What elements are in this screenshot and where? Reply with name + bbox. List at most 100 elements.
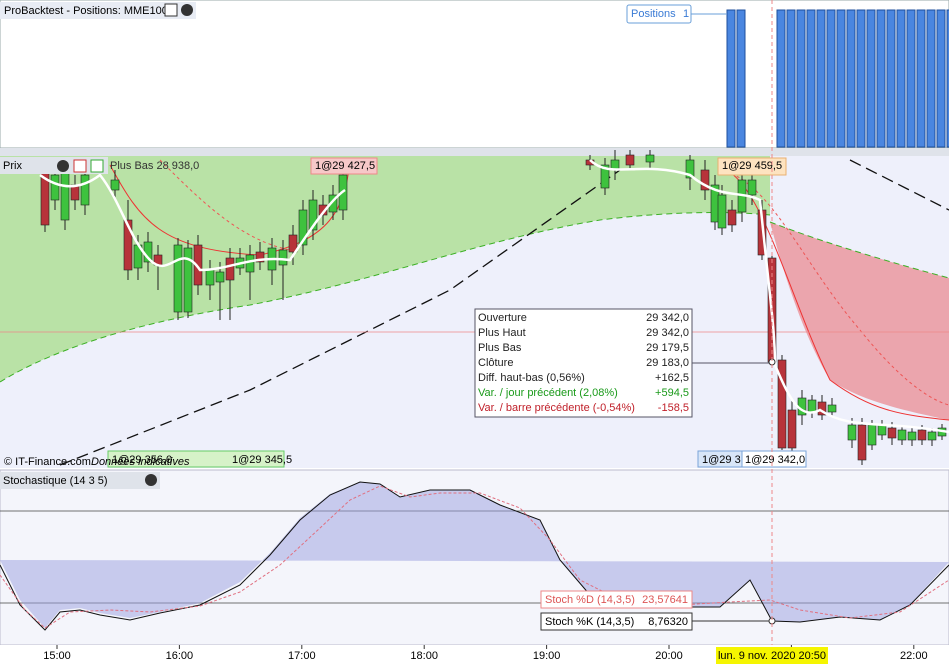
green-line [0, 212, 771, 383]
candle-body [847, 424, 857, 441]
panel-title: Prix [3, 160, 22, 172]
position-bar [876, 9, 886, 148]
time-label: 19:00 [533, 650, 561, 662]
button[interactable] [73, 159, 87, 173]
candle-body [917, 429, 927, 441]
candle-body [887, 427, 897, 439]
order-box [717, 157, 787, 176]
candle-body [193, 244, 203, 286]
smooth-line [39, 159, 949, 434]
stoch-k-label: Stoch %K (14,3,5) [545, 616, 634, 628]
info-value: 29 342,0 [646, 312, 689, 324]
candle-body [60, 169, 70, 221]
candle-body [50, 174, 60, 201]
candle-body [278, 249, 288, 266]
stoch-k-line [0, 481, 949, 631]
candle-body [817, 401, 827, 416]
panel-title: ProBacktest - Positions: MME100 [4, 5, 168, 17]
positions-value: 1 [683, 8, 689, 20]
candle-body [123, 219, 133, 271]
info-value: +162,5 [655, 372, 689, 384]
info-label: Plus Haut [478, 327, 526, 339]
info-value: 29 342,0 [646, 327, 689, 339]
info-label: Plus Bas [478, 342, 522, 354]
candle-body [600, 164, 610, 189]
info-value: +594,5 [655, 387, 689, 399]
candle-body [927, 431, 937, 441]
order-box [741, 450, 807, 468]
candle-body [318, 204, 328, 216]
info-value: 29 183,0 [646, 357, 689, 369]
candle-body [827, 404, 837, 413]
button[interactable] [90, 159, 104, 173]
info-value: 29 179,5 [646, 342, 689, 354]
candle-body [298, 209, 308, 246]
separator [0, 148, 949, 156]
order-label: 1@29 356,0 [112, 454, 172, 466]
order-label: 1@29 459,5 [722, 160, 782, 172]
time-axis [0, 645, 949, 664]
order-label: 1@29 427,5 [315, 160, 375, 172]
window-button[interactable] [164, 3, 178, 17]
candle-body [255, 251, 265, 263]
candle-body [717, 194, 727, 229]
candle-body [777, 359, 787, 449]
candle-body [807, 399, 817, 413]
time-label: 18:00 [410, 650, 438, 662]
close-button[interactable] [57, 160, 69, 172]
order-label: 1@29 3 [702, 454, 741, 466]
copyright: © IT-Finance.com [4, 456, 91, 468]
candle-body [645, 154, 655, 163]
position-bar [726, 9, 736, 148]
position-bar [896, 9, 906, 148]
order-box [310, 157, 378, 175]
position-bar [946, 9, 949, 148]
candle-body [897, 429, 907, 441]
time-label: 15:00 [43, 650, 71, 662]
candle-body [110, 179, 120, 191]
position-bar [806, 9, 816, 148]
time-label: 20:00 [655, 650, 683, 662]
candle-body [625, 154, 635, 166]
info-label: Var. / jour précédent (2,08%) [478, 387, 618, 399]
time-label: 22:00 [900, 650, 928, 662]
candle-body [205, 269, 215, 286]
close-button[interactable] [145, 474, 157, 486]
green-line [769, 221, 949, 279]
candle-body [685, 159, 695, 179]
stoch-k-value: 8,76320 [648, 616, 688, 628]
cursor-time-box [716, 647, 828, 664]
stoch-d-label: Stoch %D (14,3,5) [545, 594, 635, 606]
notice: Données indicatives [91, 456, 190, 468]
position-bar [886, 9, 896, 148]
stoch-d-line [0, 485, 949, 629]
info-label: Diff. haut-bas (0,56%) [478, 372, 585, 384]
candle-body [787, 409, 797, 449]
candle-body [907, 431, 917, 441]
candle-body [183, 247, 193, 313]
order-label: Plus Bas 28 938,0 [110, 160, 199, 172]
position-bar [826, 9, 836, 148]
candle-body [867, 424, 877, 446]
green-area [0, 156, 770, 382]
order-box [107, 450, 285, 468]
candle-body [308, 199, 318, 231]
candle-body [173, 244, 183, 313]
info-box [474, 308, 693, 418]
candle-body [80, 174, 90, 206]
candle-body [727, 209, 737, 226]
positions-label: Positions [631, 8, 676, 20]
stoch-d-box [540, 590, 693, 609]
panel-header [0, 2, 196, 19]
position-bar [786, 9, 796, 148]
position-bar [846, 9, 856, 148]
panel-header [0, 472, 160, 489]
long-ma [59, 159, 949, 466]
stoch-fill [0, 482, 949, 628]
position-bar [936, 9, 946, 148]
close-button[interactable] [181, 4, 193, 16]
order-label: 1@29 342,0 [745, 454, 805, 466]
candle-body [225, 257, 235, 281]
cursor-time: lun. 9 nov. 2020 20:50 [718, 650, 826, 662]
